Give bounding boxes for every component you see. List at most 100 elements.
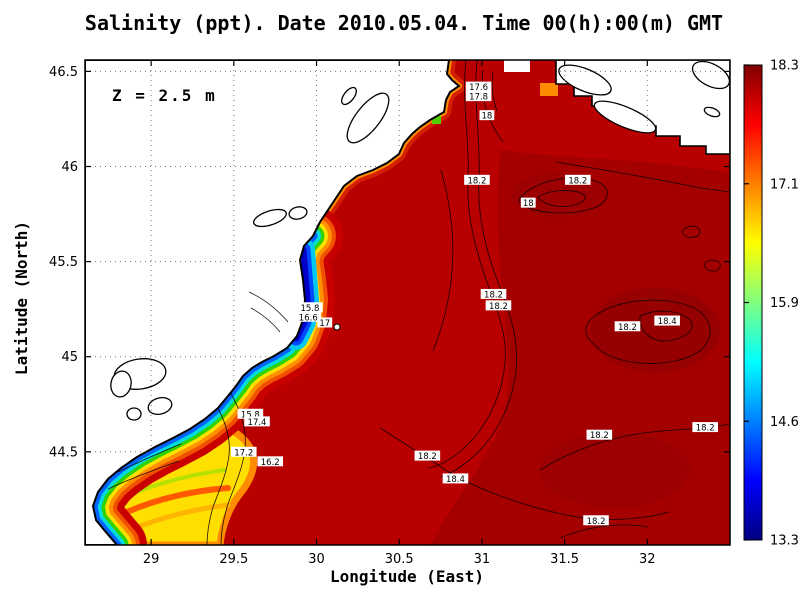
contour-line bbox=[537, 190, 586, 207]
coastal-lagoons bbox=[110, 60, 730, 421]
contour-label-box bbox=[565, 174, 591, 185]
band-stripe bbox=[129, 502, 231, 532]
contour-label: 18.2 bbox=[467, 176, 486, 186]
lagoon-outline bbox=[346, 92, 390, 144]
contour-label: 15.8 bbox=[241, 410, 260, 420]
contour-label: 17.8 bbox=[469, 93, 488, 103]
contour-label-box bbox=[520, 197, 536, 208]
contour-label: 18.2 bbox=[696, 424, 715, 434]
contour-label: 18.2 bbox=[418, 452, 437, 462]
x-tick-label: 31 bbox=[474, 552, 491, 567]
lagoon-outline bbox=[703, 106, 721, 118]
contour-label-box bbox=[237, 408, 264, 419]
depth-annotation: Z = 2.5 m bbox=[112, 86, 217, 105]
y-tick-label: 45.5 bbox=[49, 255, 78, 270]
lagoon-outline bbox=[110, 370, 132, 398]
contour-label-box bbox=[465, 81, 492, 92]
contour-label-box bbox=[317, 317, 333, 328]
dark-salinity-patch bbox=[590, 288, 720, 372]
river-branch bbox=[250, 307, 281, 333]
contour-line bbox=[379, 427, 670, 520]
contour-label-box bbox=[692, 422, 718, 433]
river-branch bbox=[248, 291, 289, 323]
y-tick-label: 46 bbox=[61, 160, 78, 175]
x-tick-label: 30.5 bbox=[385, 552, 414, 567]
contour-line bbox=[555, 161, 730, 193]
y-tick-label: 46.5 bbox=[49, 65, 78, 80]
contour-line bbox=[206, 402, 230, 545]
contour-label: 17.4 bbox=[248, 418, 267, 428]
contour-label-box bbox=[479, 110, 495, 121]
y-axis-title: Latitude (North) bbox=[12, 221, 31, 375]
contour-line bbox=[639, 310, 693, 342]
contour-label: 16.2 bbox=[261, 458, 280, 468]
contour-line bbox=[220, 391, 246, 545]
x-tick-label: 29.5 bbox=[219, 552, 248, 567]
contour-label: 17 bbox=[319, 319, 330, 329]
sea-shading bbox=[430, 150, 730, 545]
contour-line bbox=[682, 225, 701, 238]
axis-ticks bbox=[85, 60, 730, 545]
lagoon-outline bbox=[288, 206, 308, 220]
contour-label-box bbox=[414, 450, 441, 461]
contour-label: 18.2 bbox=[618, 323, 637, 333]
contour-label-box bbox=[583, 515, 609, 526]
contour-line bbox=[432, 169, 454, 352]
plot-frame bbox=[84, 59, 731, 546]
contour-label: 18.4 bbox=[658, 317, 677, 327]
low-salinity-cell bbox=[540, 83, 558, 96]
y-tick-label: 44.5 bbox=[49, 445, 78, 460]
lagoon-outline bbox=[691, 60, 730, 90]
contour-label: 15.8 bbox=[300, 304, 319, 314]
contour-label-box bbox=[485, 300, 512, 311]
lagoon-outline bbox=[147, 397, 173, 415]
contour-label: 18.2 bbox=[484, 290, 503, 300]
contour-label: 18 bbox=[481, 112, 492, 122]
colorbar-tick-label: 13.3 bbox=[770, 534, 799, 549]
contour-line bbox=[107, 460, 180, 490]
contour-label-box bbox=[614, 321, 641, 332]
contour-label: 18.2 bbox=[489, 302, 508, 312]
dark-salinity-patch bbox=[512, 173, 608, 217]
colorbar-tick-label: 17.1 bbox=[770, 177, 799, 192]
x-axis-title: Longitude (East) bbox=[330, 567, 484, 586]
contour-label-box bbox=[654, 315, 680, 326]
y-tick-label: 45 bbox=[61, 350, 78, 365]
x-tick-label: 32 bbox=[639, 552, 656, 567]
no-data-cell bbox=[504, 60, 530, 72]
contour-label-box bbox=[230, 446, 257, 457]
contour-line bbox=[491, 71, 498, 112]
contour-label: 18.2 bbox=[587, 517, 606, 527]
x-tick-label: 29 bbox=[143, 552, 160, 567]
contour-label-box bbox=[295, 311, 322, 322]
contour-line bbox=[703, 259, 721, 272]
station-marker bbox=[333, 323, 341, 331]
contour-label: 18.2 bbox=[590, 431, 609, 441]
lagoon-outline bbox=[341, 86, 357, 106]
dark-salinity-patch bbox=[540, 432, 690, 508]
map-area: 17.617.8 18 18.2 18.2 18 18.2 18.2 18.2 18.4 15.8… bbox=[85, 60, 730, 545]
colorbar-tick-label: 15.9 bbox=[770, 296, 799, 311]
contour-label-box bbox=[244, 416, 270, 427]
contour-label: 16.6 bbox=[299, 313, 318, 323]
colorbar-tick-label: 14.6 bbox=[770, 415, 799, 430]
contour-label: 18 bbox=[523, 199, 534, 209]
contour-label-box bbox=[464, 174, 490, 185]
contour-label: 17.2 bbox=[234, 448, 253, 458]
contour-label-box bbox=[257, 456, 284, 467]
colorbar-tick-label: 18.3 bbox=[770, 59, 799, 74]
band-stripe bbox=[115, 485, 231, 519]
contour-label: 18.2 bbox=[568, 176, 587, 186]
lagoon-outline bbox=[253, 208, 287, 228]
chart-title: Salinity (ppt). Date 2010.05.04. Time 00… bbox=[85, 11, 723, 35]
lagoon-outline bbox=[593, 100, 657, 134]
contour-line bbox=[427, 60, 506, 469]
low-salinity-cell bbox=[432, 116, 441, 124]
contour-label-box bbox=[586, 429, 613, 440]
contour-line bbox=[559, 524, 649, 539]
contour-label: 18.4 bbox=[446, 475, 465, 485]
x-tick-label: 31.5 bbox=[550, 552, 579, 567]
contour-label-box bbox=[297, 302, 323, 313]
